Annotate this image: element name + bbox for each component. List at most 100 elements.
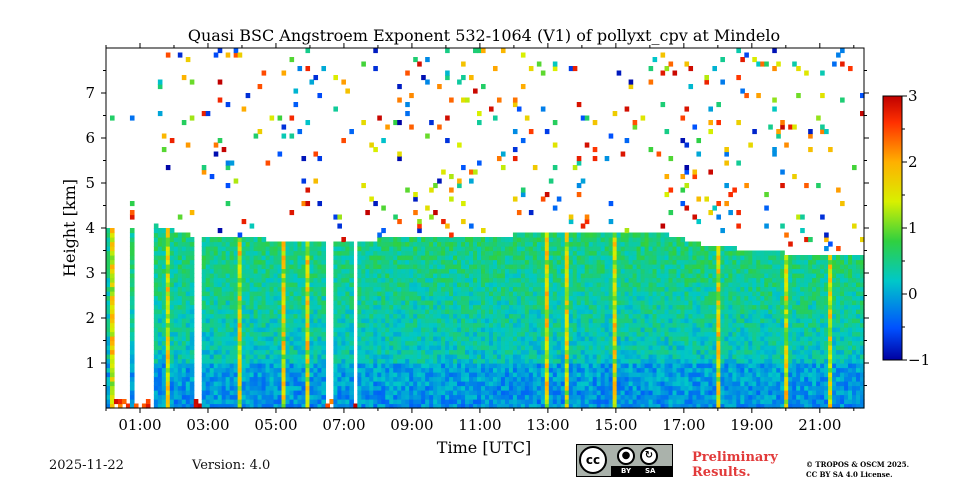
heatmap-cell (592, 340, 598, 346)
heatmap-cell (496, 394, 502, 400)
heatmap-cell (397, 246, 402, 252)
heatmap-cell (461, 327, 466, 333)
heatmap-cell (333, 277, 338, 283)
heatmap-cell (564, 313, 570, 319)
heatmap-cell (109, 237, 115, 243)
heatmap-cell (528, 313, 534, 319)
heatmap-cell (397, 318, 402, 324)
heatmap-cell (341, 331, 346, 337)
heatmap-cell (600, 273, 606, 279)
heatmap-cell (205, 322, 211, 328)
heatmap-cell (129, 259, 135, 265)
heatmap-cell (584, 115, 590, 121)
heatmap-cell (237, 318, 243, 324)
heatmap-cell (293, 385, 299, 391)
heatmap-cell (437, 300, 442, 306)
heatmap-cell (524, 291, 530, 297)
heatmap-cell (528, 322, 534, 328)
heatmap-cell (177, 304, 183, 310)
heatmap-cell (584, 385, 590, 391)
heatmap-cell (209, 304, 215, 310)
heatmap-cell (345, 255, 350, 261)
heatmap-cell (341, 313, 346, 319)
heatmap-cell (357, 322, 362, 328)
heatmap-cell (161, 133, 167, 139)
heatmap-cell (157, 327, 163, 333)
heatmap-cell (397, 327, 402, 333)
heatmap-cell (429, 372, 434, 378)
heatmap-cell (648, 376, 654, 382)
heatmap-cell (488, 322, 494, 328)
heatmap-cell (449, 313, 454, 319)
heatmap-cell (429, 318, 434, 324)
heatmap-cell (385, 286, 390, 292)
heatmap-cell (417, 246, 422, 252)
heatmap-cell (389, 376, 394, 382)
heatmap-cell (417, 255, 422, 261)
heatmap-cell (269, 268, 275, 274)
heatmap-cell (177, 232, 183, 238)
heatmap-cell (473, 304, 478, 310)
heatmap-cell (485, 372, 490, 378)
heatmap-cell (217, 273, 223, 279)
heatmap-cell (473, 295, 478, 301)
heatmap-cell (285, 268, 291, 274)
heatmap-cell (297, 277, 303, 283)
heatmap-cell (492, 399, 498, 405)
heatmap-cell (341, 250, 346, 256)
heatmap-cell (425, 318, 430, 324)
heatmap-cell (373, 327, 378, 333)
heatmap-cell (564, 358, 570, 364)
heatmap-cell (485, 300, 490, 306)
heatmap-cell (520, 381, 526, 387)
heatmap-cell (393, 304, 398, 310)
heatmap-cell (580, 381, 586, 387)
heatmap-cell (457, 322, 462, 328)
heatmap-cell (165, 349, 171, 355)
heatmap-cell (612, 399, 618, 405)
heatmap-cell (361, 291, 366, 297)
heatmap-cell (640, 268, 646, 274)
heatmap-cell (544, 336, 550, 342)
heatmap-cell (106, 381, 111, 387)
heatmap-cell (560, 394, 566, 400)
heatmap-cell (580, 313, 586, 319)
heatmap-cell (281, 318, 287, 324)
heatmap-cell (485, 336, 490, 342)
heatmap-cell (381, 255, 386, 261)
heatmap-cell (181, 313, 187, 319)
heatmap-cell (568, 349, 574, 355)
heatmap-cell (433, 273, 438, 279)
heatmap-cell (632, 376, 638, 382)
heatmap-cell (552, 268, 558, 274)
heatmap-cell (556, 268, 562, 274)
heatmap-cell (429, 277, 434, 283)
heatmap-cell (644, 318, 650, 324)
heatmap-cell (616, 327, 622, 333)
heatmap-cell (520, 241, 526, 247)
heatmap-cell (429, 291, 434, 297)
heatmap-cell (584, 142, 590, 148)
heatmap-cell (249, 390, 255, 396)
heatmap-cell (393, 120, 398, 126)
heatmap-cell (560, 277, 566, 283)
heatmap-cell (469, 304, 474, 310)
heatmap-cell (241, 309, 247, 315)
heatmap-cell (233, 286, 239, 292)
heatmap-cell (540, 403, 546, 409)
heatmap-cell (548, 322, 554, 328)
heatmap-cell (465, 340, 470, 346)
heatmap-cell (532, 372, 538, 378)
heatmap-cell (261, 291, 267, 297)
heatmap-cell (281, 250, 287, 256)
heatmap-cell (393, 282, 398, 288)
heatmap-cell (564, 340, 570, 346)
heatmap-cell (373, 372, 378, 378)
heatmap-cell (229, 286, 235, 292)
heatmap-cell (652, 372, 658, 378)
heatmap-cell (508, 313, 514, 319)
heatmap-cell (636, 394, 642, 400)
heatmap-cell (245, 327, 251, 333)
heatmap-cell (205, 282, 211, 288)
heatmap-cell (106, 286, 111, 292)
